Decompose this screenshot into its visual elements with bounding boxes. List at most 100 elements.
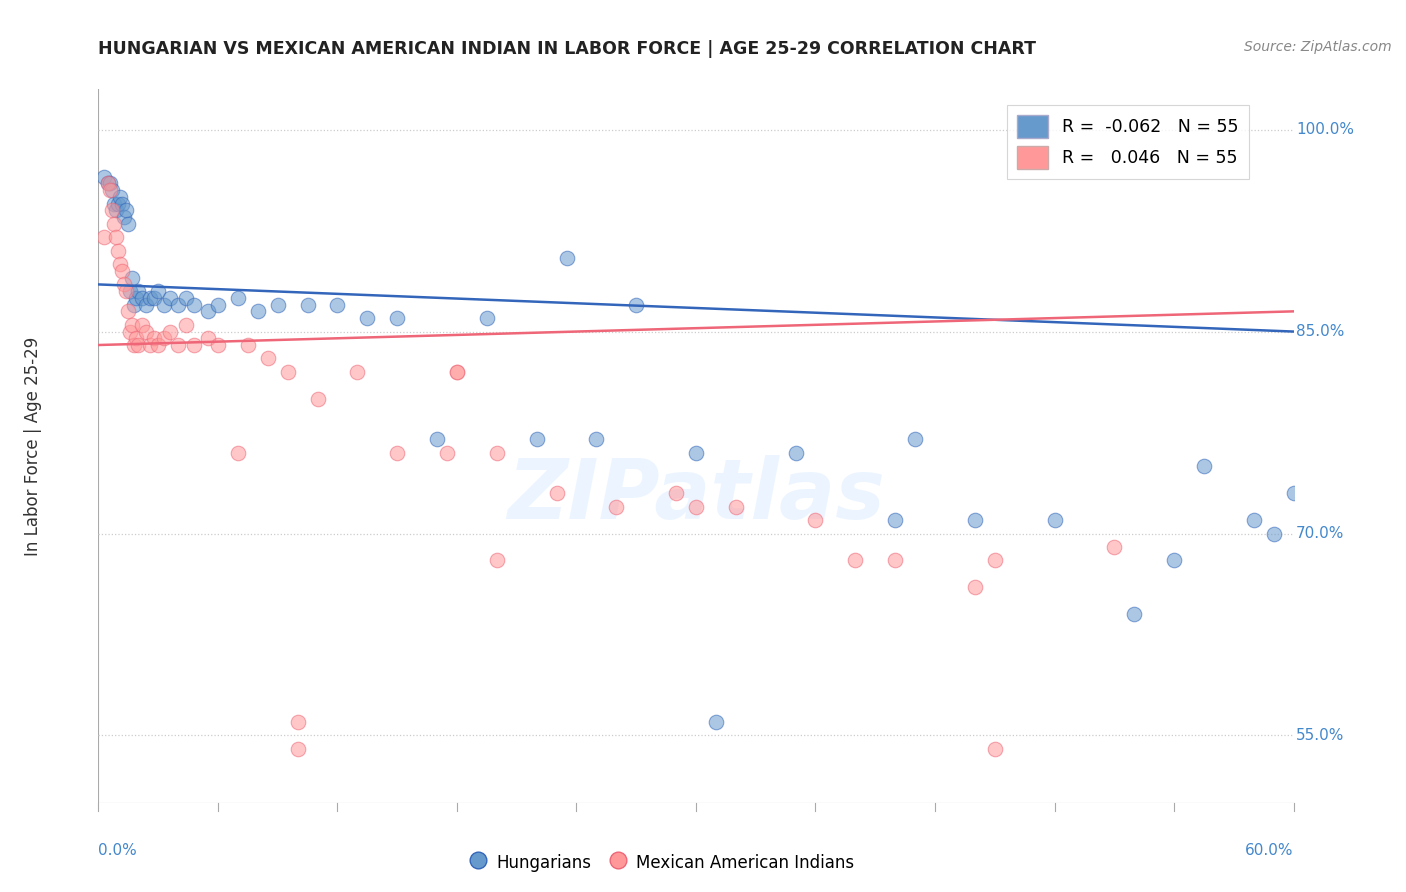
Point	[1102, 540, 1125, 554]
Point	[121, 318, 143, 332]
Point	[107, 196, 129, 211]
Point	[135, 325, 157, 339]
Point	[98, 177, 122, 191]
Point	[125, 291, 148, 305]
Point	[103, 217, 125, 231]
Point	[436, 446, 458, 460]
Point	[246, 304, 269, 318]
Text: 60.0%: 60.0%	[1246, 843, 1294, 858]
Point	[1282, 486, 1305, 500]
Text: In Labor Force | Age 25-29: In Labor Force | Age 25-29	[24, 336, 42, 556]
Point	[326, 298, 349, 312]
Point	[111, 196, 134, 211]
Point	[446, 365, 468, 379]
Point	[117, 304, 139, 318]
Point	[120, 325, 142, 339]
Point	[346, 365, 368, 379]
Point	[446, 365, 468, 379]
Point	[685, 500, 707, 514]
Point	[226, 291, 249, 305]
Point	[207, 338, 229, 352]
Point	[98, 183, 122, 197]
Legend: R =  -0.062   N = 55, R =   0.046   N = 55: R = -0.062 N = 55, R = 0.046 N = 55	[1007, 105, 1249, 179]
Text: 0.0%: 0.0%	[98, 843, 138, 858]
Text: 55.0%: 55.0%	[1296, 728, 1344, 743]
Point	[356, 311, 378, 326]
Point	[197, 304, 219, 318]
Point	[125, 331, 148, 345]
Point	[226, 446, 249, 460]
Point	[159, 325, 181, 339]
Point	[101, 203, 124, 218]
Point	[107, 244, 129, 258]
Point	[93, 230, 115, 244]
Point	[120, 284, 142, 298]
Point	[143, 331, 166, 345]
Point	[159, 291, 181, 305]
Point	[287, 714, 309, 729]
Point	[135, 298, 157, 312]
Point	[685, 446, 707, 460]
Point	[236, 338, 259, 352]
Point	[475, 311, 498, 326]
Point	[127, 284, 149, 298]
Point	[385, 446, 409, 460]
Point	[183, 338, 205, 352]
Point	[131, 291, 153, 305]
Text: Source: ZipAtlas.com: Source: ZipAtlas.com	[1244, 40, 1392, 54]
Point	[844, 553, 866, 567]
Point	[1192, 459, 1215, 474]
Point	[110, 257, 132, 271]
Point	[105, 203, 128, 218]
Point	[267, 298, 290, 312]
Point	[93, 169, 115, 184]
Text: 100.0%: 100.0%	[1296, 122, 1354, 137]
Legend: Hungarians, Mexican American Indians: Hungarians, Mexican American Indians	[461, 846, 860, 880]
Point	[904, 432, 927, 446]
Point	[884, 553, 907, 567]
Point	[127, 338, 149, 352]
Point	[605, 500, 627, 514]
Point	[277, 365, 299, 379]
Point	[1263, 526, 1285, 541]
Point	[704, 714, 727, 729]
Point	[167, 298, 190, 312]
Point	[426, 432, 449, 446]
Point	[148, 338, 170, 352]
Point	[110, 190, 132, 204]
Point	[963, 580, 986, 594]
Point	[585, 432, 607, 446]
Point	[111, 264, 134, 278]
Point	[101, 183, 124, 197]
Point	[103, 196, 125, 211]
Point	[963, 513, 986, 527]
Point	[804, 513, 827, 527]
Point	[117, 217, 139, 231]
Point	[143, 291, 166, 305]
Point	[1163, 553, 1185, 567]
Point	[485, 446, 508, 460]
Point	[115, 284, 138, 298]
Point	[526, 432, 548, 446]
Point	[121, 270, 143, 285]
Point	[97, 177, 120, 191]
Point	[115, 203, 138, 218]
Point	[485, 553, 508, 567]
Point	[983, 553, 1005, 567]
Point	[153, 331, 176, 345]
Point	[148, 284, 170, 298]
Point	[105, 230, 128, 244]
Point	[287, 742, 309, 756]
Point	[174, 318, 197, 332]
Point	[131, 318, 153, 332]
Point	[297, 298, 319, 312]
Point	[124, 298, 146, 312]
Point	[546, 486, 568, 500]
Point	[112, 277, 135, 292]
Point	[1123, 607, 1146, 622]
Point	[174, 291, 197, 305]
Point	[884, 513, 907, 527]
Point	[207, 298, 229, 312]
Point	[724, 500, 747, 514]
Point	[256, 351, 278, 366]
